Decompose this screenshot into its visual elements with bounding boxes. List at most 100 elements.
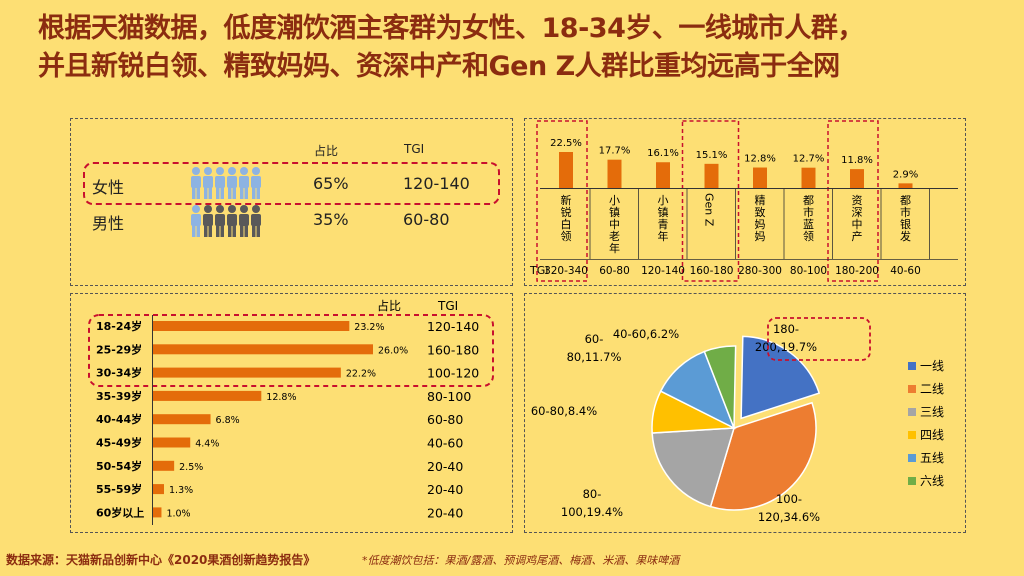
age-value-label: 1.3% (169, 485, 193, 496)
crowd-value-label: 15.1% (696, 150, 728, 161)
crowd-category-label: 都市蓝领 (803, 194, 814, 243)
person-icon (203, 167, 213, 199)
age-bar (153, 437, 191, 448)
data-source: 数据来源：天猫新品创新中心《2020果酒创新趋势报告》 (6, 553, 316, 567)
crowd-category-label: 新锐白领 (561, 193, 572, 243)
crowd-value-label: 16.1% (647, 148, 679, 159)
age-value-label: 4.4% (195, 439, 219, 450)
age-category-label: 60岁以上 (96, 505, 144, 519)
crowd-value-label: 22.5% (550, 138, 582, 149)
crowd-tgi-value: 120-140 (641, 265, 685, 277)
crowd-value-label: 12.8% (744, 154, 776, 165)
age-category-label: 30-34岁 (96, 366, 142, 380)
legend-swatch (908, 454, 916, 462)
crowd-tgi-value: 60-80 (599, 265, 630, 277)
legend-label: 五线 (920, 451, 944, 465)
crowd-bar-chart: TGI 22.5% 新锐白领 320-340 17.7% 小镇中老年 60-80 16.1% 小… (529, 120, 958, 282)
legend-swatch (908, 431, 916, 439)
crowd-bar (753, 167, 767, 188)
age-tgi-value: 60-80 (427, 412, 463, 427)
age-panel (70, 293, 513, 533)
gender-tgi-header: TGI (404, 142, 425, 156)
gender-panel (70, 118, 513, 286)
age-category-label: 45-49岁 (96, 436, 142, 450)
age-category-label: 18-24岁 (96, 319, 142, 333)
crowd-bar (704, 163, 719, 188)
age-highlight (88, 314, 494, 387)
crowd-tgi-value: 180-200 (835, 265, 879, 277)
title-line-2: 并且新锐白领、精致妈妈、资深中产和Gen Z人群比重均远高于全网 (38, 51, 840, 82)
age-value-label: 26.0% (378, 345, 408, 356)
person-icon (251, 167, 261, 199)
legend-swatch (908, 385, 916, 393)
crowd-value-label: 12.7% (793, 154, 825, 165)
age-tgi-value: 100-120 (427, 366, 479, 381)
legend-swatch (908, 408, 916, 416)
crowd-category-label: 精致妈妈 (755, 194, 766, 243)
legend-label: 二线 (920, 382, 944, 396)
age-bar (153, 367, 341, 378)
crowd-bar (656, 162, 670, 188)
pie-slice-六线 (703, 345, 737, 429)
female-label: 女性 (92, 178, 125, 197)
age-value-label: 23.2% (354, 322, 384, 333)
title-line-1: 根据天猫数据，低度潮饮酒主客群为女性、18-34岁、一线城市人群， (38, 13, 864, 44)
age-tgi-value: 160-180 (427, 342, 479, 357)
female-tgi: 120-140 (403, 174, 470, 193)
female-share: 65% (313, 174, 349, 193)
crowd-bar (559, 152, 573, 188)
person-icon (239, 205, 249, 237)
male-people-icon (191, 205, 261, 237)
person-icon (215, 167, 225, 199)
person-icon (227, 167, 237, 199)
age-tgi-value: 40-60 (427, 436, 463, 451)
person-icon (215, 205, 225, 237)
crowd-tgi-value: 80-100 (790, 265, 827, 277)
age-category-label: 40-44岁 (96, 412, 142, 426)
pie-slice-二线 (709, 401, 817, 511)
person-icon (251, 205, 261, 237)
age-bar (153, 507, 162, 518)
crowd-bar (850, 169, 864, 188)
male-label: 男性 (92, 214, 125, 233)
age-bar-chart: 占比 TGI 18-24岁 23.2% 120-140 25-29岁 26.0% 160-18… (88, 298, 494, 525)
age-bar (153, 390, 262, 401)
crowd-bar (898, 183, 913, 188)
age-share-header: 占比 (377, 298, 401, 313)
pie-slice-label: 100-120,34.6% (758, 492, 820, 524)
legend-label: 一线 (920, 359, 944, 373)
crowd-panel (524, 118, 966, 286)
male-tgi: 60-80 (403, 210, 450, 229)
crowd-highlight (536, 120, 588, 282)
age-tgi-value: 120-140 (427, 319, 479, 334)
age-value-label: 12.8% (266, 392, 296, 403)
age-value-label: 22.2% (346, 369, 376, 380)
pie-slice-label: 40-60,6.2% (613, 327, 679, 341)
age-tgi-value: 20-40 (427, 505, 463, 520)
crowd-highlight (827, 120, 879, 282)
person-icon (227, 205, 237, 237)
legend-swatch (908, 362, 916, 370)
crowd-category-label: 都市银发 (900, 194, 911, 243)
city-panel (524, 293, 966, 533)
crowd-value-label: 11.8% (841, 155, 873, 166)
pie-slice-label: 60-80,8.4% (531, 404, 597, 418)
age-value-label: 6.8% (216, 415, 240, 426)
legend-label: 三线 (920, 405, 944, 419)
age-bar (153, 321, 350, 331)
crowd-highlight (681, 120, 740, 282)
legend-swatch (908, 477, 916, 485)
male-share: 35% (313, 210, 349, 229)
person-icon (191, 205, 201, 237)
crowd-bar (801, 167, 816, 188)
pie-highlight (767, 317, 871, 361)
pie-slice-label: 60-80,11.7% (567, 332, 622, 364)
pie-slice-三线 (651, 427, 736, 508)
age-bar (153, 344, 373, 355)
age-category-label: 55-59岁 (96, 482, 142, 496)
legend-label: 四线 (920, 428, 944, 442)
pie-slice-一线 (740, 335, 821, 420)
age-value-label: 1.0% (166, 508, 190, 519)
person-icon (191, 167, 201, 199)
age-tgi-value: 20-40 (427, 459, 463, 474)
